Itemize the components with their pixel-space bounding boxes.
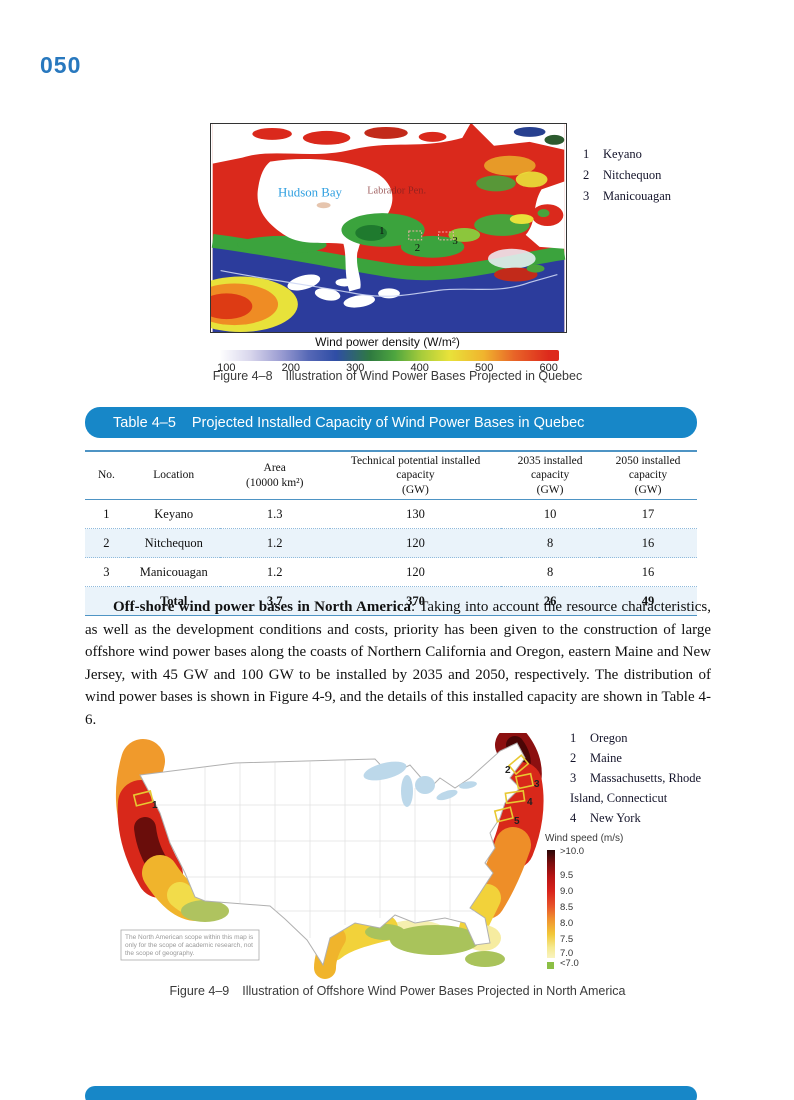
legend-item: 1 Oregon — [570, 731, 628, 745]
legend-item: 2 Maine — [570, 751, 622, 765]
us-offshore-wind-map: 1 2 3 4 5 The North American scope withi… — [115, 733, 544, 979]
colorbar-ticks: 100 200 300 400 500 600 — [216, 362, 559, 376]
wind-speed-legend-title: Wind speed (m/s) — [545, 833, 624, 844]
colorbar-tick: 200 — [281, 362, 300, 374]
figure-4-8-caption: Figure 4–8 Illustration of Wind Power Bas… — [212, 369, 583, 383]
legend-item: 4 New York — [570, 811, 641, 825]
table-total-row: Total 3.7 370 26 49 — [85, 586, 697, 617]
svg-text:the scope of geography.: the scope of geography. — [125, 950, 194, 957]
wind-speed-label: 8.5 — [560, 902, 574, 913]
us-marker-5: 5 — [514, 816, 520, 827]
hudson-bay-label: Hudson Bay — [278, 185, 343, 199]
legend-item: 3 Massachusetts, Rhode Island, Connecticu… — [570, 771, 702, 805]
table-header-row: No. Location Area (10000 km²) Technical p… — [85, 450, 697, 501]
page-number: 050 — [40, 52, 82, 78]
wind-speed-label: >10.0 — [560, 846, 585, 857]
colorbar-tick: 600 — [539, 362, 558, 374]
figure-4-8-map: Hudson Bay Labrador Pen. 1 2 3 Wind powe… — [210, 123, 567, 376]
labrador-label: Labrador Pen. — [367, 185, 426, 196]
legend-item: 1 Keyano — [583, 147, 642, 161]
table-row: 1 Keyano 1.3 130 10 17 — [85, 499, 697, 530]
colorbar-tick: 100 — [217, 362, 236, 374]
colorbar-tick: 500 — [475, 362, 494, 374]
colorbar-tick: 400 — [410, 362, 429, 374]
quebec-wind-map: Hudson Bay Labrador Pen. 1 2 3 — [210, 123, 567, 333]
table-4-5: No. Location Area (10000 km²) Technical p… — [85, 450, 697, 617]
table-row: 3 Manicouagan 1.2 120 8 16 — [85, 557, 697, 588]
us-marker-2: 2 — [505, 765, 511, 776]
map-marker-1: 1 — [379, 225, 384, 237]
wind-speed-gradient — [547, 850, 555, 958]
wind-speed-label: 8.0 — [560, 918, 574, 929]
wind-speed-green-swatch — [547, 962, 554, 969]
figure-4-8-legend: 1 Keyano 2 Nitchequon 3 Manicouagan — [583, 144, 753, 207]
wind-speed-label: 7.0 — [560, 948, 574, 959]
map-disclaimer: The North American scope within this map… — [125, 934, 254, 957]
legend-item: 2 Nitchequon — [583, 168, 662, 182]
next-table-banner-partial — [85, 1086, 697, 1100]
table-row: 2 Nitchequon 1.2 120 8 16 — [85, 528, 697, 559]
map-marker-2: 2 — [415, 242, 420, 254]
wind-speed-label: <7.0 — [560, 958, 579, 969]
wind-speed-label: 9.0 — [560, 886, 574, 897]
wind-speed-legend: Wind speed (m/s) >10.0 9.5 9.0 8.5 8.0 7… — [545, 833, 655, 976]
figure-4-9-caption: Figure 4–9 Illustration of Offshore Wind … — [169, 984, 626, 998]
us-marker-1: 1 — [152, 800, 158, 811]
svg-text:The North American scope withi: The North American scope within this map… — [125, 934, 254, 941]
us-marker-4: 4 — [527, 797, 533, 808]
legend-item: 3 Manicouagan — [583, 189, 672, 203]
colorbar-gradient — [216, 350, 559, 361]
map-marker-3: 3 — [452, 235, 458, 247]
paragraph-rest: : Taking into account the resource chara… — [85, 599, 711, 728]
us-marker-3: 3 — [534, 779, 540, 790]
body-paragraph: Off-shore wind power bases in North Amer… — [85, 596, 711, 731]
colorbar-tick: 300 — [346, 362, 365, 374]
wind-speed-label: 7.5 — [560, 934, 574, 945]
colorbar-title: Wind power density (W/m²) — [315, 335, 460, 349]
svg-text:only for the scope of academic: only for the scope of academic research,… — [125, 942, 253, 949]
figure-4-9-legend: 1 Oregon 2 Maine 3 Massachusetts, Rhode Isl… — [570, 728, 722, 828]
wind-speed-label: 9.5 — [560, 870, 574, 881]
paragraph-lead: Off-shore wind power bases in North Amer… — [113, 599, 411, 615]
table-4-5-banner: Table 4–5 Projected Installed Capacity o… — [85, 407, 697, 438]
